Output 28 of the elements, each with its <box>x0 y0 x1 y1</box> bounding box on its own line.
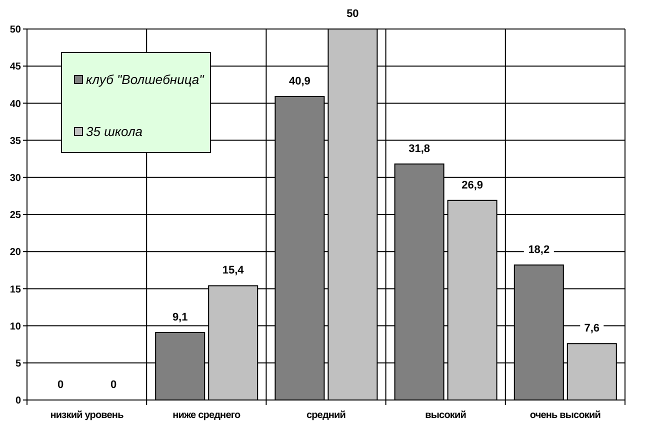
data-label: 7,6 <box>584 322 600 335</box>
x-tick-label: высокий <box>425 410 466 421</box>
y-tick-label: 40 <box>10 98 22 110</box>
data-label: 50 <box>346 8 359 20</box>
x-tick-label: ниже среднего <box>172 410 240 421</box>
data-label: 31,8 <box>408 143 430 156</box>
y-tick-label: 35 <box>10 136 22 147</box>
y-tick-label: 30 <box>10 172 22 184</box>
x-tick-label: низкий уровень <box>50 410 124 421</box>
data-label: 15,4 <box>222 264 245 277</box>
data-label: 26,9 <box>462 179 484 192</box>
y-tick-label: 15 <box>10 284 22 296</box>
data-label: 0 <box>110 378 117 391</box>
legend-label: клуб "Волшебница" <box>86 72 204 86</box>
data-label: 0 <box>57 378 64 391</box>
y-tick-label: 45 <box>10 62 22 73</box>
x-tick-label: очень высокий <box>530 410 601 421</box>
y-tick-label: 25 <box>10 210 22 222</box>
y-tick-label: 10 <box>10 321 22 332</box>
data-label: 9,1 <box>172 311 188 324</box>
data-label: 18,2 <box>528 244 550 256</box>
y-tick-label: 50 <box>10 24 22 36</box>
y-tick-label: 0 <box>15 396 22 407</box>
x-tick-label: средний <box>306 410 346 421</box>
y-tick-label: 5 <box>15 358 22 370</box>
y-tick-label: 20 <box>10 247 22 258</box>
data-label: 40,9 <box>288 76 310 88</box>
legend-label: 35 школа <box>86 124 143 138</box>
